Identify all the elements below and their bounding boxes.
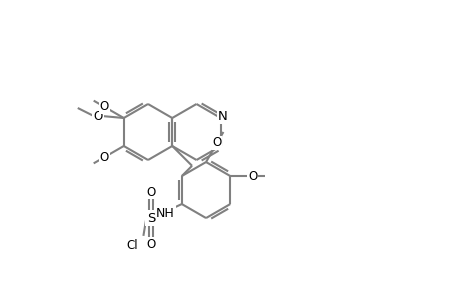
Text: N: N bbox=[218, 110, 227, 122]
Text: O: O bbox=[212, 136, 221, 149]
Text: O: O bbox=[100, 151, 109, 164]
Text: O: O bbox=[146, 185, 155, 199]
Text: O: O bbox=[93, 110, 102, 122]
Text: NH: NH bbox=[155, 206, 174, 220]
Text: methoxy: methoxy bbox=[78, 116, 85, 117]
Text: O: O bbox=[146, 238, 155, 250]
Text: Cl: Cl bbox=[126, 239, 138, 252]
Text: S: S bbox=[146, 212, 155, 224]
Text: O: O bbox=[247, 169, 257, 182]
Text: methoxy: methoxy bbox=[68, 105, 75, 106]
Text: O: O bbox=[100, 100, 109, 113]
